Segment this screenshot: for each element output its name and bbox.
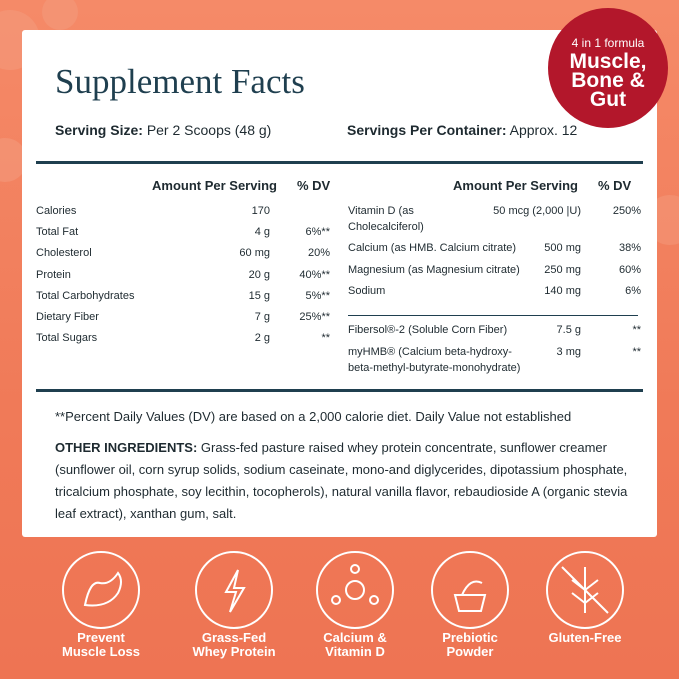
feature-label: Grass-Fed bbox=[201, 630, 267, 645]
rule bbox=[348, 315, 638, 316]
nutrient: Protein bbox=[36, 268, 71, 281]
col-header: % DV bbox=[598, 178, 632, 193]
nutrient: beta-methyl-butyrate-monohydrate) bbox=[348, 362, 521, 374]
serving-size: Serving Size: Per 2 Scoops (48 g) bbox=[55, 122, 271, 138]
nutrient: Fibersol®-2 (Soluble Corn Fiber) bbox=[348, 324, 508, 336]
badge-line: Bone & bbox=[571, 69, 645, 92]
ingredients-text: Grass-fed pasture raised whey protein co… bbox=[55, 440, 627, 521]
dv: 60% bbox=[618, 264, 641, 276]
amount: 7.5 g bbox=[556, 324, 581, 336]
value: Approx. 12 bbox=[509, 122, 578, 138]
feature-label: Vitamin D bbox=[325, 644, 385, 659]
nutrient: Cholecalciferol) bbox=[348, 221, 424, 233]
amount: 20 g bbox=[248, 268, 270, 281]
facts-card bbox=[22, 30, 657, 537]
amount: 4 g bbox=[254, 226, 270, 239]
feature-label: Muscle Loss bbox=[61, 644, 141, 659]
ingredients-line: Grass-fed pasture raised whey protein co… bbox=[197, 440, 607, 455]
dv: 20% bbox=[307, 247, 330, 260]
ingredients: OTHER INGREDIENTS: Grass-fed pasture rai… bbox=[55, 437, 627, 525]
badge-line: Muscle, bbox=[569, 50, 647, 73]
amount: 140 mg bbox=[544, 285, 581, 297]
nutrient: Vitamin D (as bbox=[348, 205, 414, 217]
feature-icons bbox=[62, 551, 624, 629]
dv: 38% bbox=[618, 242, 641, 254]
col-header: Amount Per Serving bbox=[152, 178, 277, 193]
dv: 6% bbox=[625, 285, 641, 297]
amount: 170 bbox=[251, 205, 270, 217]
ingredients-line: tricalcium phosphate, soy lecithin, toco… bbox=[55, 484, 628, 499]
nutrient: Calories bbox=[36, 205, 77, 217]
label: Servings Per Container: bbox=[347, 122, 507, 138]
badge-line: Gut bbox=[589, 88, 627, 111]
label: Serving Size: bbox=[55, 122, 143, 138]
dv: 5%** bbox=[305, 289, 330, 302]
feature-label: Prebiotic bbox=[442, 630, 498, 645]
amount: 2 g bbox=[254, 332, 270, 345]
nutrient: Total Sugars bbox=[36, 332, 98, 345]
nutrient: Total Carbohydrates bbox=[36, 289, 135, 302]
nutrient: myHMB® (Calcium beta-hydroxy- bbox=[348, 346, 512, 358]
ingredients-line: leaf extract), xanthan gum, salt. bbox=[55, 506, 237, 521]
amount: 15 g bbox=[248, 289, 270, 302]
amount: 60 mg bbox=[239, 247, 270, 260]
amount: 3 mg bbox=[556, 346, 581, 358]
feature-label: Powder bbox=[446, 644, 494, 659]
feature-label: Prevent bbox=[77, 630, 125, 645]
badge bbox=[548, 8, 668, 128]
dv: 6%** bbox=[305, 226, 330, 239]
nutrient: Sodium bbox=[348, 285, 386, 297]
label: OTHER INGREDIENTS: bbox=[55, 440, 198, 455]
feature-label: Calcium & bbox=[323, 630, 387, 645]
badge-main: Muscle, Bone & Gut bbox=[545, 50, 671, 111]
amount: 250 mg bbox=[544, 264, 581, 276]
nutrient: Calcium (as HMB. Calcium citrate) bbox=[348, 242, 517, 254]
dv: ** bbox=[632, 346, 641, 358]
amount: 7 g bbox=[254, 311, 270, 323]
dv: 250% bbox=[612, 205, 641, 217]
value: Per 2 Scoops (48 g) bbox=[146, 122, 272, 138]
badge-top: 4 in 1 formula bbox=[571, 36, 645, 50]
dv: 40%** bbox=[299, 268, 330, 281]
col-header: Amount Per Serving bbox=[453, 178, 578, 193]
dv: ** bbox=[321, 332, 330, 345]
feature-label: Gluten-Free bbox=[548, 630, 622, 645]
col-header: % DV bbox=[297, 178, 331, 193]
footnote: **Percent Daily Values (DV) are based on… bbox=[55, 409, 572, 424]
nutrient: Dietary Fiber bbox=[36, 311, 99, 323]
title: Supplement Facts bbox=[55, 62, 305, 101]
feature-label: Whey Protein bbox=[192, 644, 276, 659]
amount: 500 mg bbox=[544, 242, 581, 254]
ingredients-line: (sunflower oil, corn syrup solids, sodiu… bbox=[55, 462, 628, 477]
nutrient: Cholesterol bbox=[36, 247, 92, 260]
rule bbox=[36, 161, 643, 164]
rule bbox=[36, 389, 643, 392]
nutrient: Magnesium (as Magnesium citrate) bbox=[348, 264, 520, 276]
nutrient: Total Fat bbox=[36, 226, 79, 239]
servings: Servings Per Container: Approx. 12 bbox=[347, 122, 577, 138]
amount: 50 mcg (2,000 |U) bbox=[493, 205, 581, 217]
dv: ** bbox=[632, 324, 641, 336]
dv: 25%** bbox=[299, 311, 330, 323]
